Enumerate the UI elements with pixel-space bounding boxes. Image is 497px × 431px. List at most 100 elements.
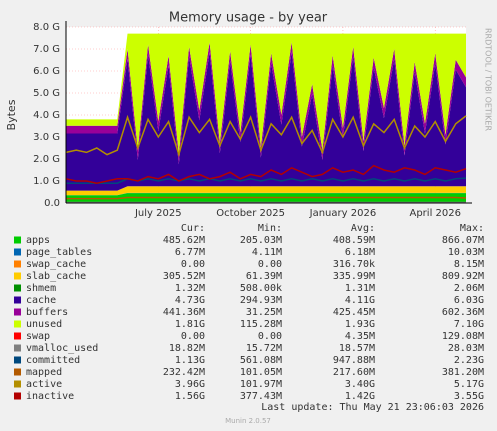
legend-stat: 4.73G xyxy=(175,295,205,306)
legend-stat: 8.15M xyxy=(454,259,484,270)
chart-title: Memory usage - by year xyxy=(169,11,328,26)
line xyxy=(65,164,467,184)
legend-stat: 28.03M xyxy=(448,343,484,354)
legend-label: buffers xyxy=(26,307,68,318)
x-tick-label: January 2026 xyxy=(309,208,377,219)
legend-label: cache xyxy=(26,295,56,306)
legend-label: mapped xyxy=(26,367,62,378)
legend-stat: 0.00 xyxy=(181,259,205,270)
legend-stat: 232.42M xyxy=(163,367,205,378)
y-tick-label: 7.0 G xyxy=(33,44,60,55)
area xyxy=(66,33,466,155)
legend-stat: 809.92M xyxy=(442,271,484,282)
legend-stat: 335.99M xyxy=(333,271,375,282)
legend-stat: 101.97M xyxy=(240,379,282,390)
legend-stat: 485.62M xyxy=(163,235,205,246)
area xyxy=(66,52,466,191)
legend-label: vmalloc_used xyxy=(26,343,98,354)
legend-stat: 1.32M xyxy=(175,283,205,294)
legend-stat: 305.52M xyxy=(163,271,205,282)
legend-stat: 15.72M xyxy=(246,343,282,354)
y-tick-label: 3.0 G xyxy=(33,132,60,143)
legend-stat: 381.20M xyxy=(442,367,484,378)
legend-stat: 3.96G xyxy=(175,379,205,390)
y-tick-label: 2.0 G xyxy=(33,154,60,165)
legend-swatch xyxy=(14,296,21,304)
x-tick-label: April 2026 xyxy=(409,208,460,219)
x-tick-label: October 2025 xyxy=(216,208,285,219)
legend-stat: 441.36M xyxy=(163,307,205,318)
legend-stat: 18.57M xyxy=(339,343,375,354)
legend-swatch xyxy=(14,368,21,376)
legend-label: committed xyxy=(26,355,80,366)
legend-stat: 1.93G xyxy=(345,319,375,330)
legend-stat: 129.08M xyxy=(442,331,484,342)
legend-header: Cur: xyxy=(181,223,205,234)
legend-stat: 217.60M xyxy=(333,367,375,378)
legend-swatch xyxy=(14,332,21,340)
line xyxy=(66,196,467,200)
y-tick-label: 8.0 G xyxy=(33,22,60,33)
legend-stat: 316.70k xyxy=(333,259,375,270)
legend-header: Max: xyxy=(460,223,484,234)
legend-label: inactive xyxy=(26,391,74,402)
legend-stat: 4.11M xyxy=(252,247,282,258)
legend-stat: 61.39M xyxy=(246,271,282,282)
legend-swatch xyxy=(14,284,21,292)
y-tick-label: 6.0 G xyxy=(33,66,60,77)
legend-stat: 18.82M xyxy=(169,343,205,354)
legend-label: unused xyxy=(26,319,62,330)
legend-label: apps xyxy=(26,235,50,246)
side-text: RRDTOOL / TOBI OETIKER xyxy=(484,28,493,131)
y-tick-label: 0.0 xyxy=(44,198,60,209)
y-axis-label: Bytes xyxy=(5,99,18,130)
legend-stat: 425.45M xyxy=(333,307,375,318)
legend-stat: 6.18M xyxy=(345,247,375,258)
y-tick-label: 4.0 G xyxy=(33,110,60,121)
legend-stat: 5.17G xyxy=(454,379,484,390)
legend-stat: 6.03G xyxy=(454,295,484,306)
legend-header: Avg: xyxy=(351,223,375,234)
version: Munin 2.0.57 xyxy=(225,417,271,425)
legend-stat: 115.28M xyxy=(240,319,282,330)
legend-stat: 0.00 xyxy=(258,259,282,270)
legend-stat: 508.00k xyxy=(240,283,282,294)
legend-stat: 205.03M xyxy=(240,235,282,246)
legend-label: slab_cache xyxy=(26,271,86,282)
legend-stat: 947.88M xyxy=(333,355,375,366)
legend-stat: 1.13G xyxy=(175,355,205,366)
legend-stat: 377.43M xyxy=(240,391,282,402)
legend-label: swap_cache xyxy=(26,259,86,270)
x-tick-label: July 2025 xyxy=(134,208,182,219)
legend-swatch xyxy=(14,356,21,364)
legend-stat: 3.40G xyxy=(345,379,375,390)
legend-swatch xyxy=(14,320,21,328)
legend-stat: 6.77M xyxy=(175,247,205,258)
legend-swatch xyxy=(14,344,21,352)
legend-stat: 4.11G xyxy=(345,295,375,306)
area xyxy=(66,42,466,165)
legend-stat: 7.10G xyxy=(454,319,484,330)
legend-stat: 866.07M xyxy=(442,235,484,246)
area xyxy=(66,186,466,196)
legend-stat: 4.35M xyxy=(345,331,375,342)
legend-swatch xyxy=(14,248,21,256)
footer: Last update: Thu May 21 23:06:03 2026 xyxy=(261,402,484,413)
legend-header: Min: xyxy=(258,223,282,234)
legend-stat: 561.08M xyxy=(240,355,282,366)
legend-stat: 1.81G xyxy=(175,319,205,330)
legend-label: page_tables xyxy=(26,247,92,258)
y-tick-label: 1.0 G xyxy=(33,176,60,187)
legend-label: shmem xyxy=(26,283,56,294)
legend-swatch xyxy=(14,308,21,316)
legend-stat: 2.23G xyxy=(454,355,484,366)
legend-swatch xyxy=(14,392,21,400)
legend-stat: 3.55G xyxy=(454,391,484,402)
legend-stat: 1.56G xyxy=(175,391,205,402)
legend-stat: 408.59M xyxy=(333,235,375,246)
legend-stat: 101.05M xyxy=(240,367,282,378)
legend-stat: 294.93M xyxy=(240,295,282,306)
legend-label: active xyxy=(26,379,62,390)
